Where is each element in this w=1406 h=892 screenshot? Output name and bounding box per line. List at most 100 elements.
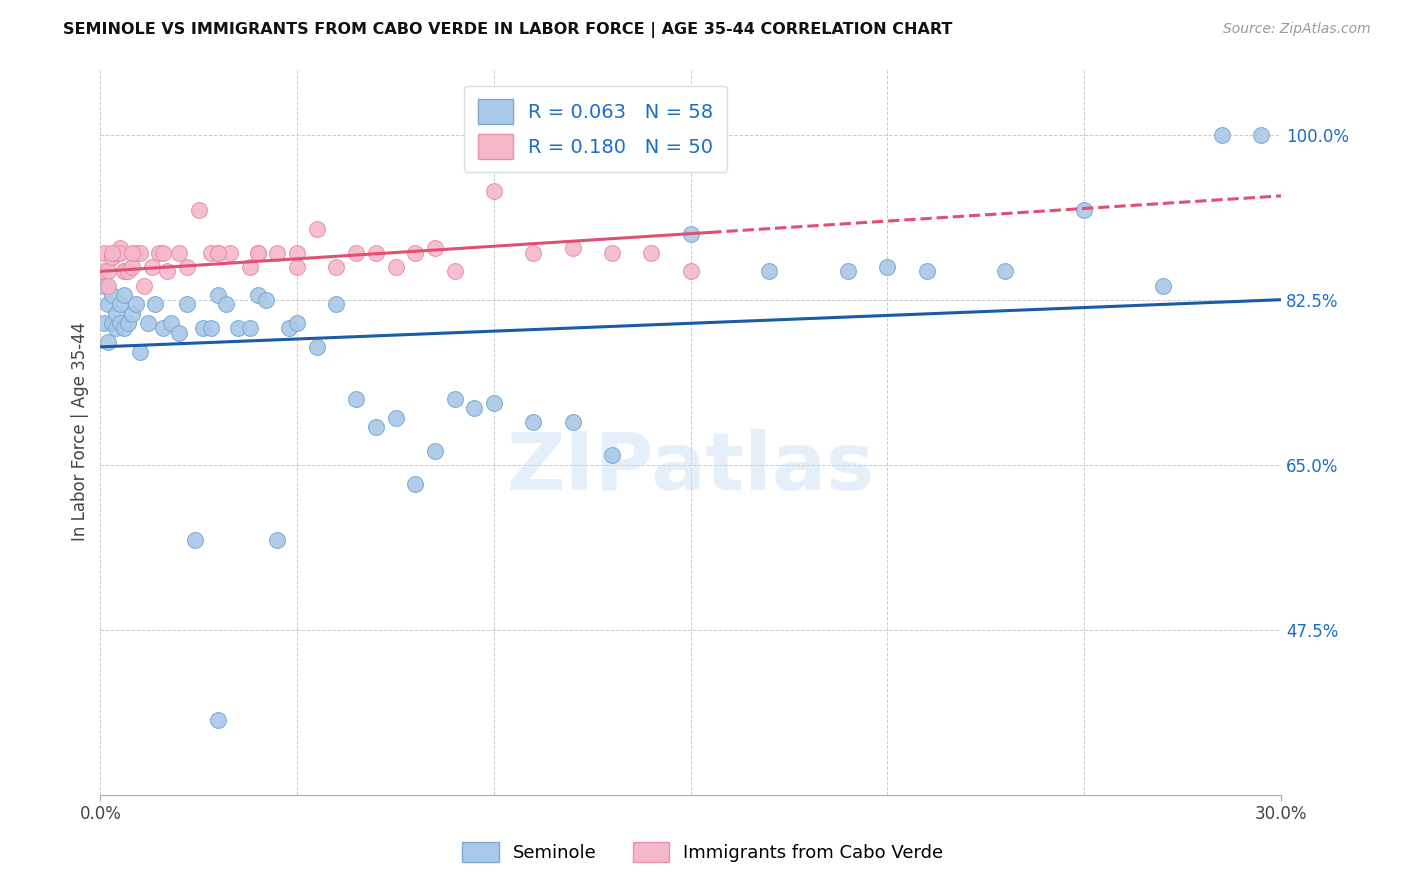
Point xyxy=(132,278,155,293)
Point xyxy=(101,245,124,260)
Point xyxy=(128,245,150,260)
Point xyxy=(200,245,222,260)
Point xyxy=(423,241,446,255)
Point xyxy=(266,533,288,548)
Point xyxy=(121,260,143,274)
Point xyxy=(285,316,308,330)
Point xyxy=(285,245,308,260)
Text: ZIPatlas: ZIPatlas xyxy=(506,429,875,508)
Point xyxy=(463,401,485,416)
Point xyxy=(187,202,209,217)
Point xyxy=(121,307,143,321)
Point xyxy=(344,245,367,260)
Point xyxy=(176,260,198,274)
Point xyxy=(679,227,702,241)
Point xyxy=(112,288,135,302)
Point xyxy=(384,410,406,425)
Point xyxy=(482,184,505,198)
Point xyxy=(994,264,1017,278)
Point xyxy=(758,264,780,278)
Point xyxy=(105,245,128,260)
Point xyxy=(207,245,229,260)
Point xyxy=(285,260,308,274)
Point xyxy=(482,396,505,410)
Point xyxy=(128,344,150,359)
Point xyxy=(915,264,938,278)
Point xyxy=(160,316,183,330)
Point xyxy=(1073,202,1095,217)
Point xyxy=(97,297,120,311)
Point xyxy=(837,264,859,278)
Point xyxy=(105,321,128,335)
Point xyxy=(93,264,115,278)
Point xyxy=(176,297,198,311)
Point xyxy=(239,260,262,274)
Point xyxy=(443,264,465,278)
Point xyxy=(364,245,387,260)
Point xyxy=(136,316,159,330)
Point xyxy=(207,288,229,302)
Point xyxy=(156,264,179,278)
Point xyxy=(105,307,128,321)
Point xyxy=(1152,278,1174,293)
Point xyxy=(97,264,120,278)
Point xyxy=(522,245,544,260)
Point xyxy=(93,278,115,293)
Point xyxy=(246,245,269,260)
Point xyxy=(108,241,131,255)
Point xyxy=(112,264,135,278)
Point xyxy=(200,321,222,335)
Point xyxy=(101,250,124,264)
Point xyxy=(108,316,131,330)
Point xyxy=(384,260,406,274)
Point xyxy=(97,335,120,350)
Point xyxy=(93,245,115,260)
Text: Source: ZipAtlas.com: Source: ZipAtlas.com xyxy=(1223,22,1371,37)
Point xyxy=(152,321,174,335)
Point xyxy=(219,245,242,260)
Point xyxy=(125,297,148,311)
Point xyxy=(207,713,229,727)
Point xyxy=(215,297,238,311)
Point xyxy=(305,222,328,236)
Point xyxy=(1211,128,1233,142)
Point xyxy=(105,245,128,260)
Point xyxy=(207,245,229,260)
Point xyxy=(600,449,623,463)
Point xyxy=(404,245,426,260)
Point xyxy=(522,415,544,429)
Point xyxy=(101,288,124,302)
Point xyxy=(640,245,662,260)
Point xyxy=(148,245,170,260)
Point xyxy=(325,260,347,274)
Point xyxy=(561,415,583,429)
Point xyxy=(876,260,898,274)
Point xyxy=(112,264,135,278)
Point xyxy=(101,316,124,330)
Point xyxy=(561,241,583,255)
Point xyxy=(191,321,214,335)
Point xyxy=(121,245,143,260)
Legend: R = 0.063   N = 58, R = 0.180   N = 50: R = 0.063 N = 58, R = 0.180 N = 50 xyxy=(464,86,727,172)
Point xyxy=(443,392,465,406)
Point xyxy=(117,316,139,330)
Point xyxy=(112,321,135,335)
Point xyxy=(108,245,131,260)
Point xyxy=(145,297,167,311)
Y-axis label: In Labor Force | Age 35-44: In Labor Force | Age 35-44 xyxy=(72,322,89,541)
Point xyxy=(246,245,269,260)
Point xyxy=(404,476,426,491)
Point xyxy=(184,533,207,548)
Point xyxy=(152,245,174,260)
Point xyxy=(679,264,702,278)
Point xyxy=(101,250,124,264)
Point xyxy=(325,297,347,311)
Point xyxy=(239,321,262,335)
Point xyxy=(93,316,115,330)
Legend: Seminole, Immigrants from Cabo Verde: Seminole, Immigrants from Cabo Verde xyxy=(456,834,950,870)
Point xyxy=(266,245,288,260)
Point xyxy=(344,392,367,406)
Point xyxy=(305,340,328,354)
Point xyxy=(141,260,163,274)
Point xyxy=(167,245,190,260)
